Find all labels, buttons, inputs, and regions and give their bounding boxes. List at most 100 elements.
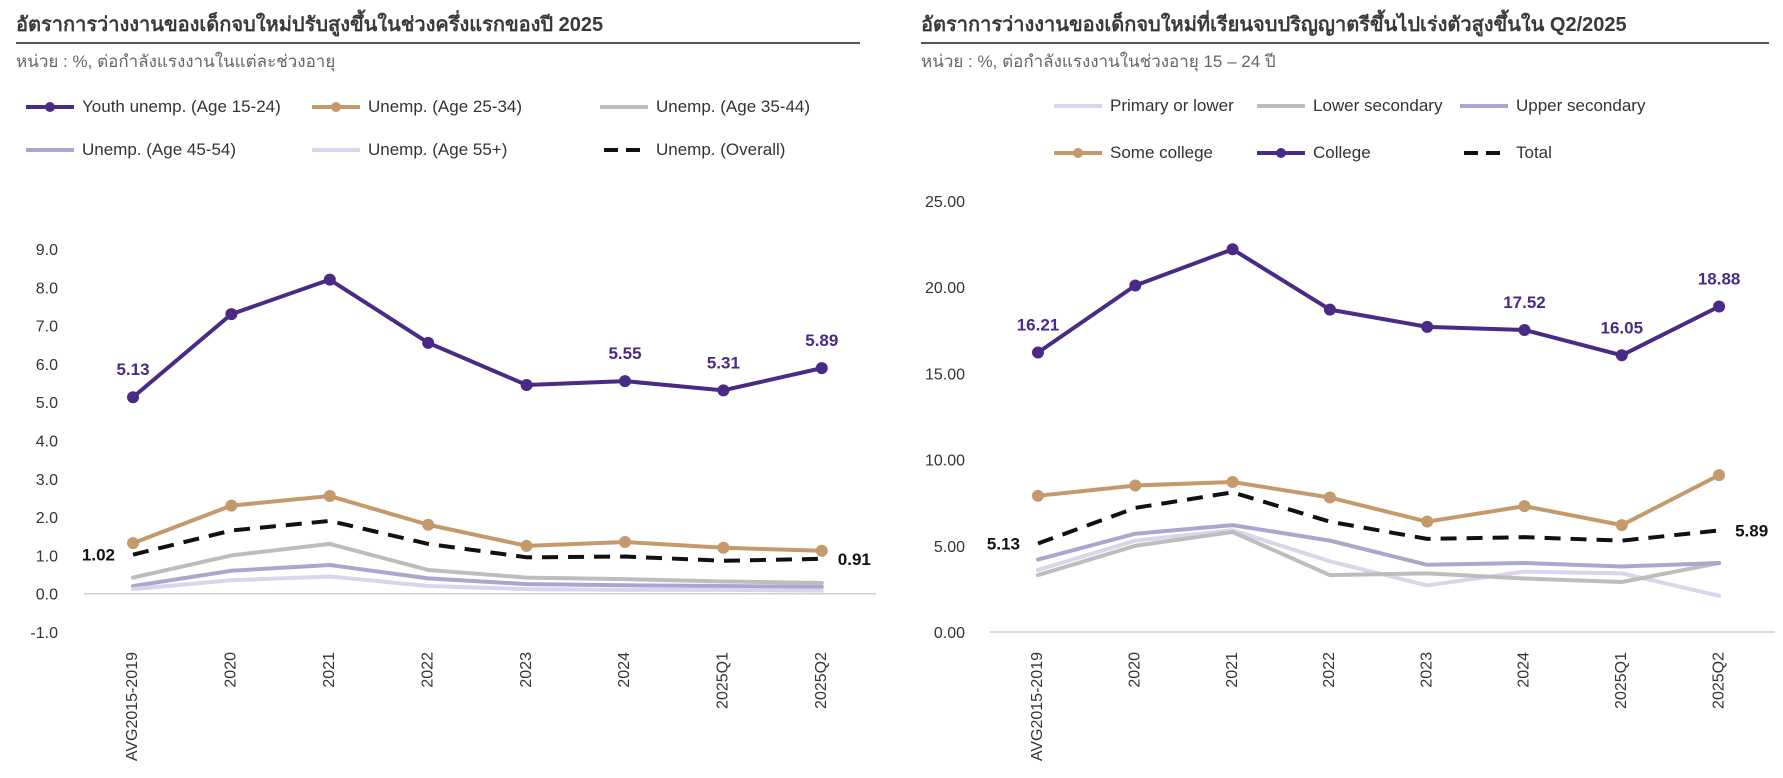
legend-item: Unemp. (Age 45-54) [24,140,236,160]
y-tick-label: 4.0 [36,434,58,451]
legend-label: Total [1516,143,1552,162]
chart-panel-right: อัตราการว่างงานของเด็กจบใหม่ที่เรียนจบปร… [905,0,1783,778]
data-point [1129,279,1142,292]
legend-swatch [1257,104,1305,108]
legend-swatch [312,102,360,112]
data-label: 17.52 [1503,293,1546,312]
chart-title: อัตราการว่างงานของเด็กจบใหม่ปรับสูงขึ้นใ… [16,14,604,36]
data-point [127,537,139,550]
data-point [1421,515,1434,528]
legend-label: Unemp. (Age 35-44) [656,97,811,116]
plot-area: -1.0 0.0 1.0 2.0 3.0 4.0 5.0 6.0 7.0 8.0 9.0 AVG201… [30,242,876,761]
data-point [1615,519,1628,532]
data-point [1615,349,1628,362]
legend-label: Unemp. (Age 25-34) [368,97,523,116]
data-label: 5.55 [608,344,641,363]
chart-subtitle: หน่วย : %, ต่อกำลังแรงงานในช่วงอายุ 15 –… [921,52,1276,71]
data-point [225,499,238,512]
data-point [225,308,238,321]
series-line [1036,473,1722,528]
x-tick-label: 2025Q2 [1710,652,1727,709]
legend-item: Some college [1052,143,1213,163]
legend-item: Primary or lower [1052,96,1234,116]
data-point [323,490,336,503]
data-point [1323,303,1336,316]
legend-swatch [1464,151,1506,155]
legend-label: Some college [1110,143,1214,162]
legend-swatch [1054,104,1102,108]
series-line [132,518,822,563]
series-line [1036,523,1722,569]
data-point [717,541,730,554]
legend-item: Total [1458,143,1552,163]
chart-panel-left: อัตราการว่างงานของเด็กจบใหม่ปรับสูงขึ้นใ… [0,0,880,778]
data-point [619,375,631,388]
y-tick-label: 3.0 [36,472,58,489]
data-point [520,378,533,391]
x-tick-label: 2025Q1 [715,652,732,709]
legend-swatch [1460,104,1508,108]
legend-swatch [600,105,648,109]
series-line [131,574,824,593]
x-tick-label: 2024 [1516,652,1533,688]
data-point [1421,320,1434,333]
legend-label: Unemp. (Overall) [656,140,786,159]
legend-item: College [1255,143,1371,163]
series-line [131,494,824,553]
legend-item: Lower secondary [1255,96,1442,116]
y-tick-label: 7.0 [36,319,58,336]
data-label: 5.13 [116,360,149,379]
y-tick-label: -1.0 [30,625,58,642]
data-label: 5.89 [805,331,838,350]
x-tick-label: 2025Q1 [1613,652,1630,709]
legend-swatch [26,102,74,112]
data-point [520,539,533,552]
y-tick-label: 20.00 [925,280,965,297]
data-point [1032,346,1044,359]
title-rule [921,42,1769,44]
legend-item: Youth unemp. (Age 15-24) [24,97,281,117]
data-point [1226,476,1239,489]
y-tick-label: 5.00 [934,539,965,556]
data-point [619,535,631,548]
data-label: 16.05 [1601,318,1644,337]
data-point [815,544,828,557]
legend-label: Unemp. (Age 55+) [368,140,508,159]
legend-item: Unemp. (Age 25-34) [310,97,522,117]
x-tick-label: 2022 [419,652,436,688]
title-rule [16,42,860,44]
data-point [1518,323,1531,336]
data-point [1129,479,1142,492]
legend-label: College [1313,143,1371,162]
data-label: 16.21 [1017,316,1060,335]
data-label: 5.31 [707,353,740,372]
y-tick-label: 15.00 [925,366,965,383]
legend-label: Upper secondary [1516,96,1646,115]
data-label: 18.88 [1698,270,1741,289]
data-point [1032,489,1044,502]
data-point [815,362,828,375]
y-tick-label: 1.0 [36,548,58,565]
legend-item: Unemp. (Overall) [598,140,785,160]
series-line [131,541,824,585]
x-tick-label: 2024 [616,652,633,688]
data-point [1713,300,1726,313]
plot-area: 0.00 5.00 10.00 15.00 20.00 25.00 AVG2015-2019… [925,194,1775,761]
data-label: 5.89 [1735,521,1768,540]
series-line [131,277,824,400]
series-line [1036,528,1722,598]
y-tick-label: 8.0 [36,280,58,297]
x-tick-label: 2022 [1321,652,1338,688]
data-label: 1.02 [82,546,115,565]
y-tick-label: 0.00 [934,625,965,642]
y-tick-label: 9.0 [36,242,58,259]
series-line [1037,490,1720,546]
data-point [1323,491,1336,504]
y-tick-label: 6.0 [36,357,58,374]
legend-item: Unemp. (Age 55+) [310,140,507,160]
data-point [422,518,435,531]
x-tick-label: AVG2015-2019 [124,652,141,761]
chart-subtitle: หน่วย : %, ต่อกำลังแรงงานในแต่ละช่วงอายุ [16,52,336,71]
series-line [131,562,824,589]
legend-item: Unemp. (Age 35-44) [598,97,810,117]
